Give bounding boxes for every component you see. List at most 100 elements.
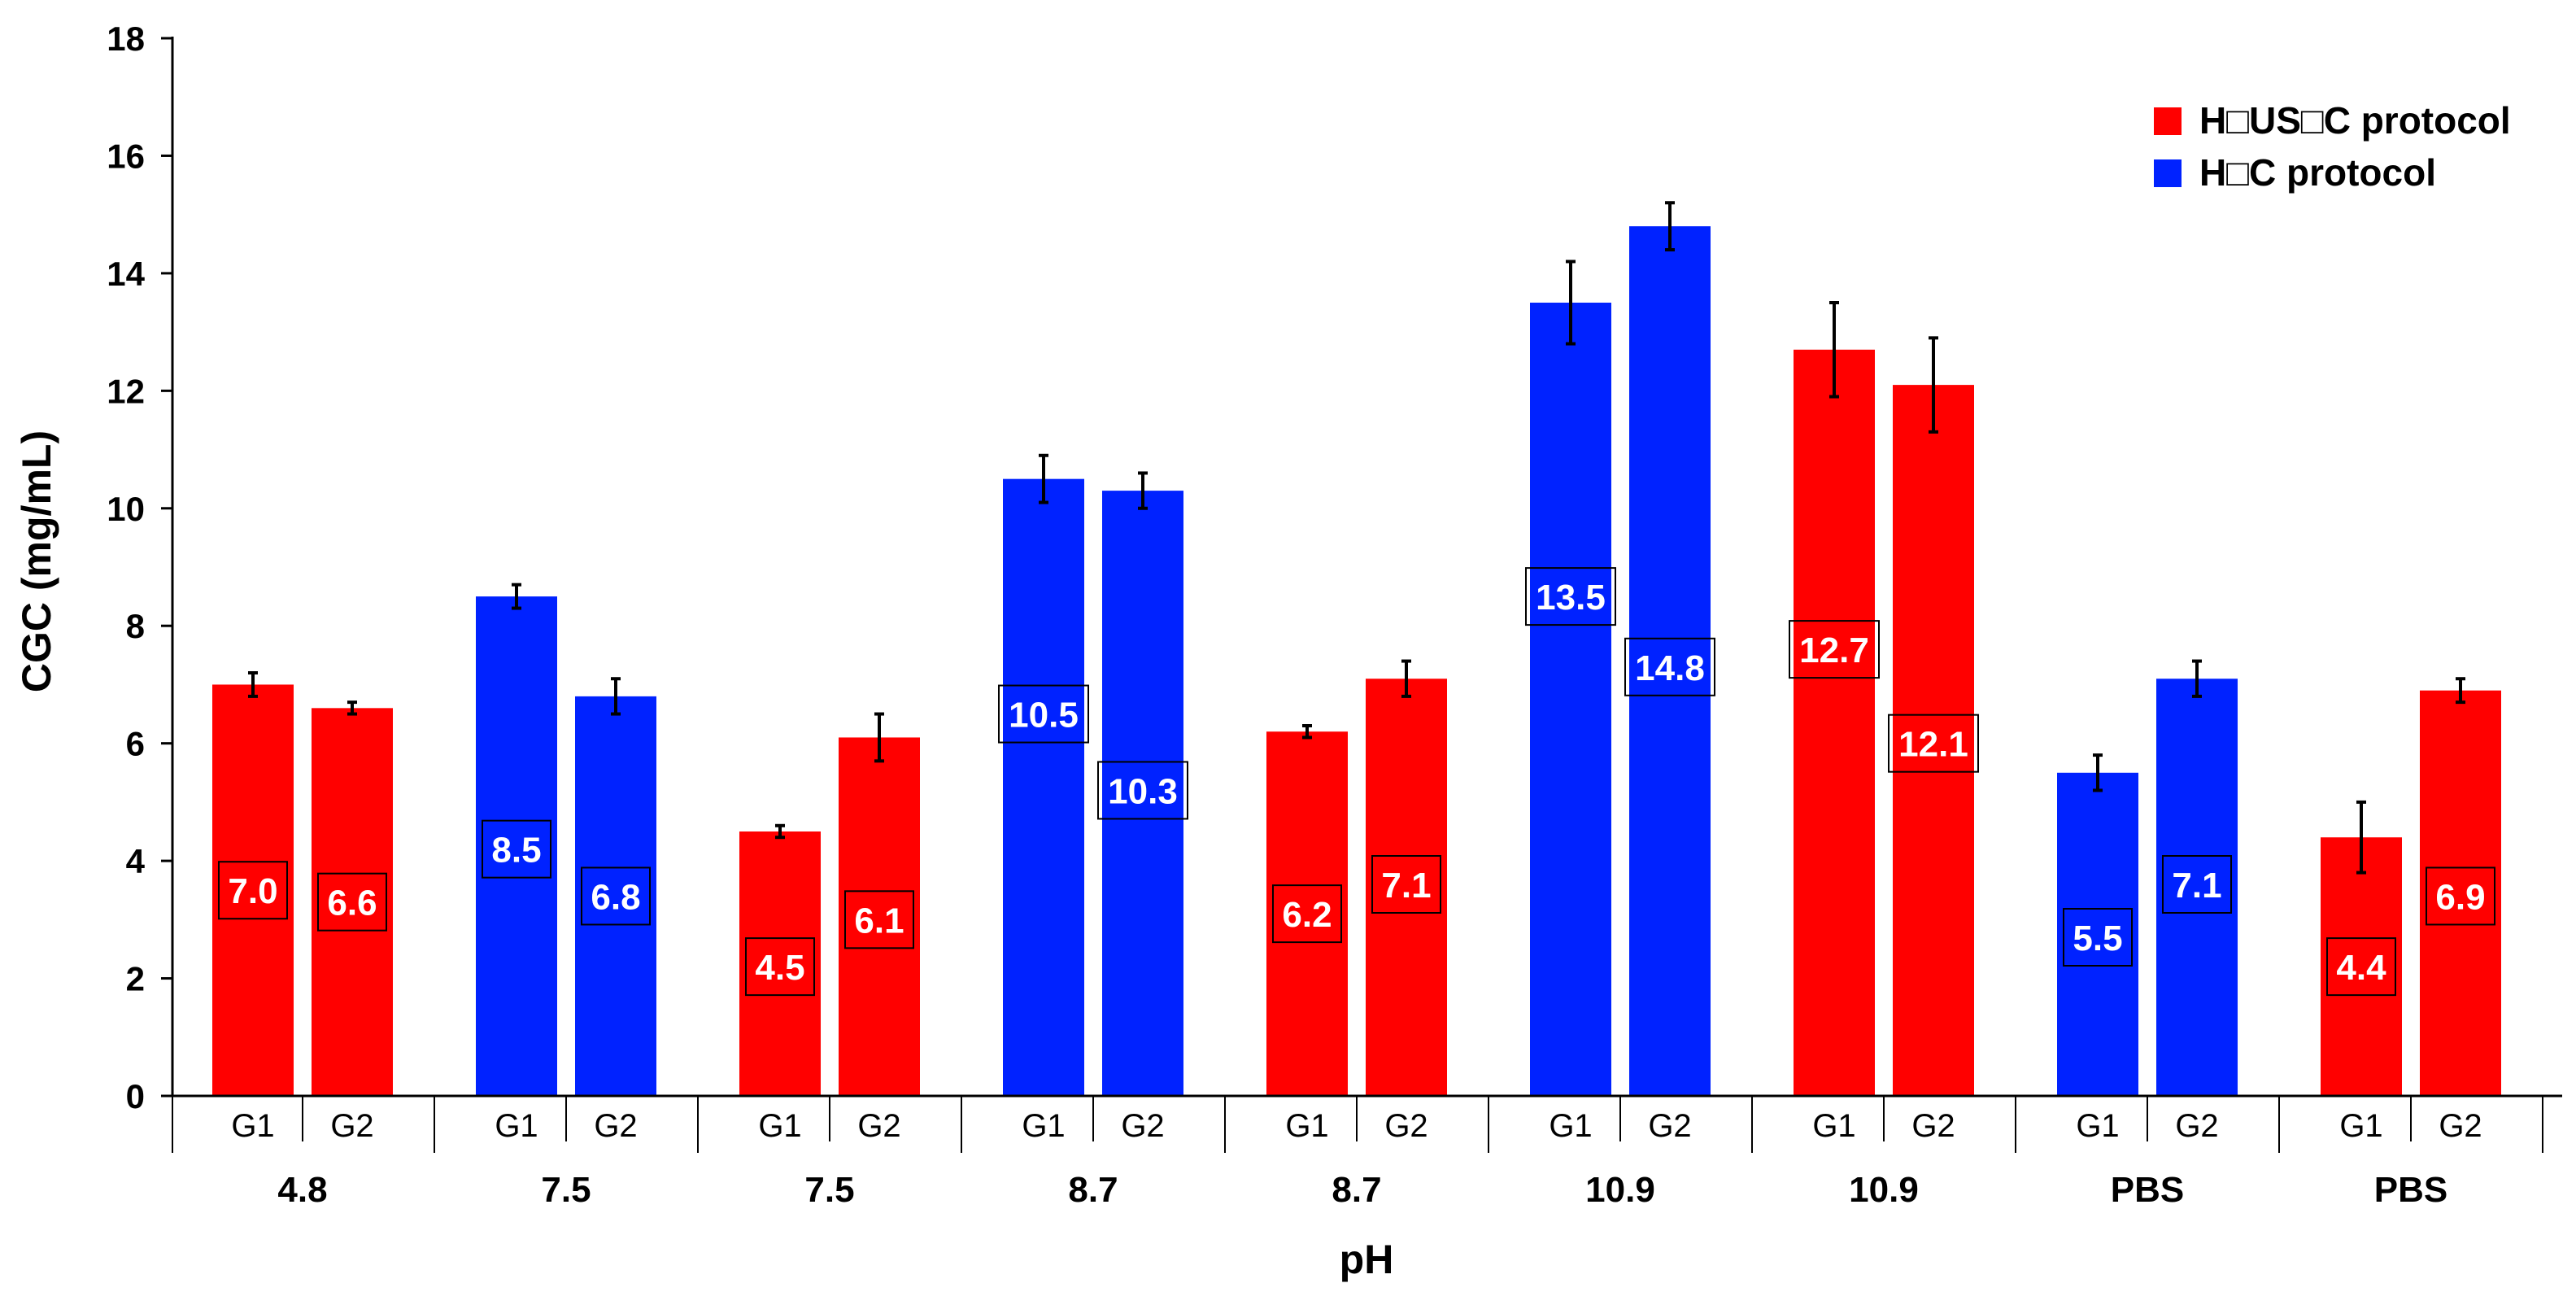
data-label-box [745,937,815,997]
data-label: 6.1 [854,901,904,941]
data-label: 7.1 [1381,866,1431,906]
bar [312,708,393,1096]
data-label-box [1624,637,1715,696]
data-label: 7.1 [2172,866,2221,906]
y-tick-label: 14 [107,255,145,293]
x-group-label: 4.8 [277,1170,327,1210]
x-sub-label: G2 [857,1108,900,1144]
data-label: 10.3 [1108,771,1178,811]
x-sub-label: G2 [594,1108,637,1144]
x-group-label: 10.9 [1585,1170,1655,1210]
bar [1893,385,1974,1097]
bar [476,596,557,1096]
x-sub-label: G2 [1911,1108,1955,1144]
x-group-label: 8.7 [1332,1170,1381,1210]
y-tick-label: 0 [126,1077,145,1115]
data-label-box [317,872,387,932]
y-tick-label: 12 [107,372,145,410]
x-sub-label: G2 [2439,1108,2482,1144]
bar [739,831,821,1096]
data-label-box [482,819,551,879]
y-tick-label: 6 [126,725,145,763]
data-label-box [1371,855,1441,914]
data-label: 6.6 [327,884,377,923]
data-label-box [1525,567,1616,626]
legend-swatch-h-us-c [2154,107,2182,135]
data-label-box [581,866,651,926]
bar [1102,491,1183,1096]
legend-swatch-h-c [2154,159,2182,187]
bar [212,684,294,1096]
y-tick-label: 4 [126,842,146,880]
data-label: 7.0 [228,871,277,911]
x-sub-label: G1 [495,1108,538,1144]
x-sub-label: G1 [1285,1108,1328,1144]
x-axis: G1 G24.8G1 G27.5G1 G27.5G1 G28.7G1 G28.7G1 G21… [172,1094,2562,1210]
bar [2420,690,2501,1096]
data-label-box [844,890,914,949]
legend-label-h-c: H□C protocol [2199,151,2436,194]
data-label-box [1097,761,1188,820]
y-axis-title: CGC (mg/mL) [14,430,59,692]
y-tick-label: 8 [126,607,145,645]
x-sub-label: G2 [2175,1108,2218,1144]
data-label: 6.9 [2435,877,2485,917]
x-sub-label: G1 [2076,1108,2119,1144]
x-group-label: 8.7 [1068,1170,1118,1210]
legend: H□US□C protocol H□C protocol [2154,99,2511,194]
bar [575,696,656,1096]
bar [2057,772,2138,1096]
y-tick-label: 16 [107,137,145,175]
x-sub-label: G1 [231,1108,274,1144]
x-group-label: 7.5 [541,1170,591,1210]
data-label: 14.8 [1635,648,1705,688]
data-label: 6.2 [1282,895,1332,935]
data-label: 6.8 [591,877,640,917]
x-sub-label: G1 [758,1108,801,1144]
data-label-box [2426,866,2495,926]
x-sub-label: G1 [1812,1108,1855,1144]
bar [1003,478,1084,1096]
x-sub-label: G2 [1384,1108,1427,1144]
x-sub-label: G1 [1022,1108,1065,1144]
bars: 7.0 6.6 8.5 6.8 4.5 6.1 10.5 10.3 6.2 7.1 13.5 14.8… [212,201,2501,1097]
x-sub-label: G1 [2339,1108,2382,1144]
data-label-box [1789,620,1880,679]
legend-label-h-us-c: H□US□C protocol [2199,99,2511,142]
data-label: 4.4 [2336,948,2386,988]
bar [839,737,920,1096]
bar [1530,303,1611,1096]
x-sub-label: G2 [330,1108,373,1144]
data-label: 8.5 [491,831,541,871]
data-label: 13.5 [1536,578,1606,618]
bar [1794,349,1875,1096]
data-label-box [2063,908,2133,967]
data-label: 12.1 [1898,725,1968,765]
y-axis: 0 2 4 6 8 10 12 14 16 18 [107,20,174,1115]
bar [1266,731,1348,1096]
bar [1629,226,1711,1097]
bar [1366,679,1447,1096]
x-group-label: PBS [2111,1170,2184,1210]
x-sub-label: G2 [1121,1108,1164,1144]
x-axis-title: pH [1340,1237,1394,1282]
x-group-label: 7.5 [804,1170,854,1210]
x-sub-label: G1 [1549,1108,1592,1144]
y-tick-label: 10 [107,490,145,528]
data-label-box [2326,937,2396,997]
data-label: 12.7 [1799,631,1869,670]
bar [2156,679,2238,1096]
data-label: 5.5 [2073,919,2122,958]
data-label-box [2162,855,2232,914]
data-label-box [998,684,1089,744]
data-label: 10.5 [1009,696,1079,735]
x-group-label: PBS [2374,1170,2447,1210]
data-label-box [1272,884,1342,944]
data-label-box [1888,714,1979,773]
data-label: 4.5 [755,948,804,988]
y-tick-label: 18 [107,20,145,58]
bar [2321,837,2402,1096]
y-tick-label: 2 [126,960,145,998]
x-sub-label: G2 [1648,1108,1691,1144]
